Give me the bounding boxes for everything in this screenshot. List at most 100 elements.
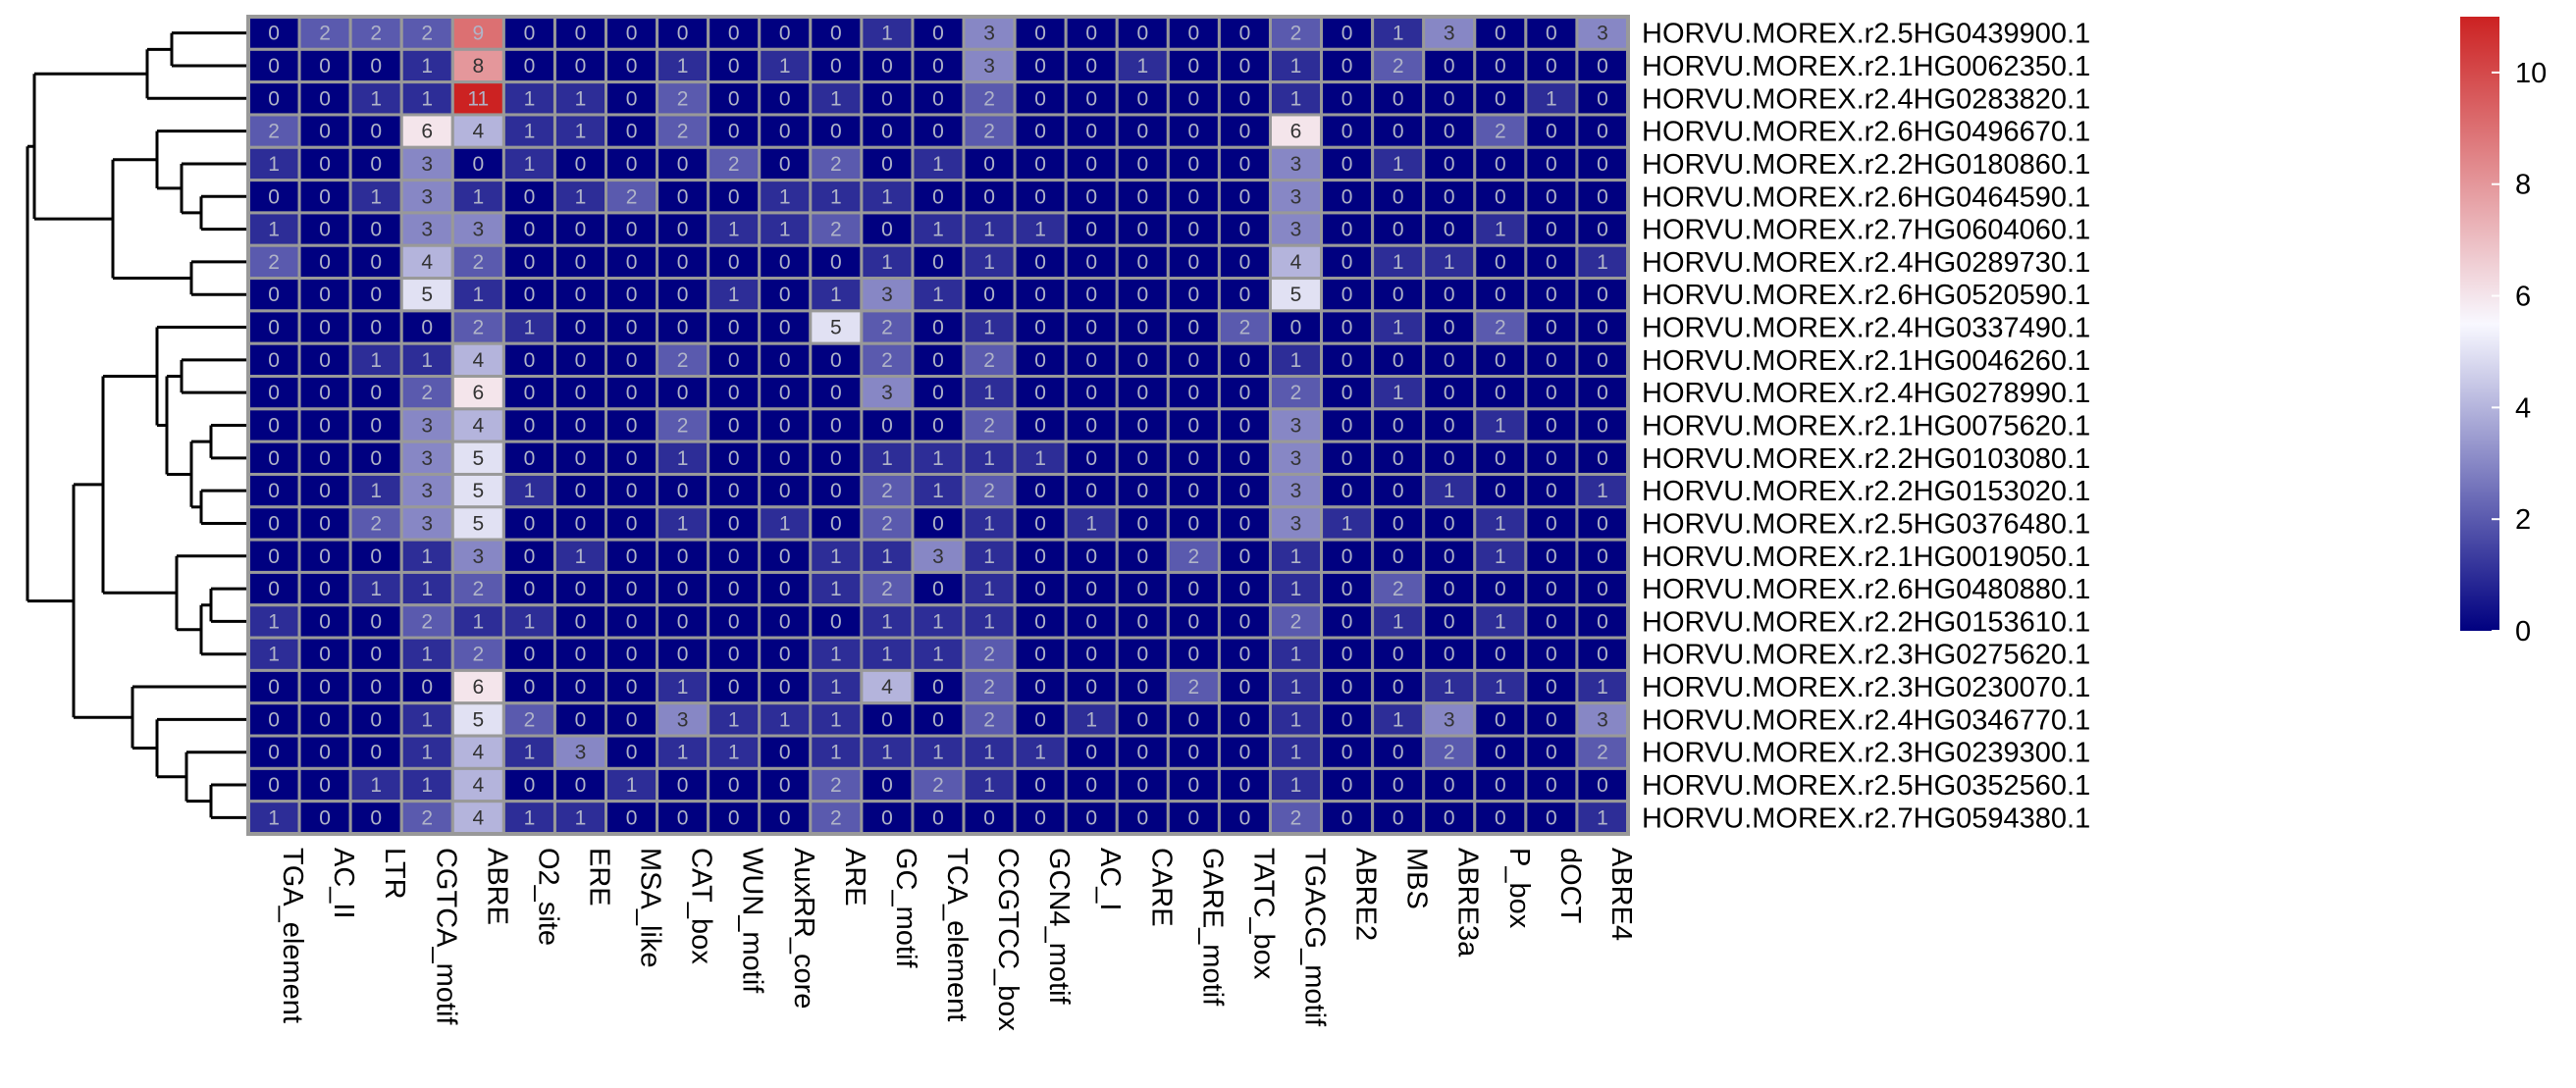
cell-value-label: 0 (1546, 349, 1557, 372)
column-label: ABRE (481, 848, 512, 925)
cell-value-label: 0 (626, 251, 638, 274)
cell-value-label: 2 (881, 480, 893, 502)
cell-value-label: 1 (932, 742, 944, 764)
cell-value-label: 1 (1393, 382, 1404, 404)
cell-value-label: 1 (1495, 219, 1506, 241)
column-label: P_box (1503, 848, 1535, 929)
cell-value-label: 0 (1136, 447, 1148, 470)
column-label: GCN4_motif (1043, 848, 1075, 1005)
cell-value-label: 0 (524, 382, 536, 404)
column-label: AuxRR_core (788, 848, 819, 1009)
column-label: TATC_box (1247, 848, 1279, 980)
cell-value-label: 0 (1136, 644, 1148, 666)
cell-value-label: 1 (932, 610, 944, 633)
cell-value-label: 0 (524, 251, 536, 274)
heatmap-cell (297, 570, 352, 607)
cell-value-label: 1 (1034, 219, 1046, 241)
cell-value-label: 2 (881, 317, 893, 339)
cell-value-label: 1 (472, 284, 484, 306)
cell-value-label: 0 (1495, 644, 1506, 666)
cell-value-label: 2 (983, 87, 995, 110)
row-label: HORVU.MOREX.r2.4HG0283820.1 (1642, 83, 2090, 115)
heatmap-cell (1166, 538, 1221, 574)
cell-value-label: 0 (268, 284, 280, 306)
cell-value-label: 0 (1393, 545, 1404, 568)
heatmap-cell (911, 179, 966, 215)
cell-value-label: 0 (728, 806, 740, 829)
cell-value-label: 0 (319, 121, 331, 143)
cell-value-label: 0 (1136, 219, 1148, 241)
heatmap-cell (1371, 505, 1426, 542)
cell-value-label: 0 (1136, 512, 1148, 535)
cell-value-label: 2 (472, 317, 484, 339)
cell-value-label: 2 (421, 382, 433, 404)
cell-value-label: 0 (1597, 185, 1608, 208)
cell-value-label: 0 (677, 610, 689, 633)
cell-value-label: 0 (1546, 644, 1557, 666)
heatmap-cell (450, 145, 505, 182)
row-label: HORVU.MOREX.r2.4HG0337490.1 (1642, 313, 2090, 344)
cell-value-label: 1 (881, 545, 893, 568)
cell-value-label: 0 (1444, 87, 1455, 110)
heatmap-cell (297, 668, 352, 705)
cell-value-label: 1 (932, 447, 944, 470)
heatmap-cell (1268, 603, 1324, 640)
cell-value-label: 9 (472, 23, 484, 45)
heatmap-cell (1268, 179, 1324, 215)
cell-value-label: 1 (472, 185, 484, 208)
cell-value-label: 1 (268, 153, 280, 176)
cell-value-label: 3 (1290, 219, 1302, 241)
cell-value-label: 0 (1393, 644, 1404, 666)
cell-value-label: 0 (626, 349, 638, 372)
cell-value-label: 0 (1085, 415, 1097, 438)
cell-value-label: 0 (319, 317, 331, 339)
cell-value-label: 0 (1136, 806, 1148, 829)
heatmap-cell (1524, 341, 1579, 379)
cell-value-label: 0 (626, 447, 638, 470)
cell-value-label: 0 (1188, 806, 1200, 829)
cell-value-label: 0 (626, 512, 638, 535)
heatmap-cell (911, 80, 966, 117)
cell-value-label: 0 (1239, 806, 1251, 829)
cell-value-label: 0 (1341, 480, 1353, 502)
heatmap-cell (501, 800, 556, 836)
heatmap-cell (348, 636, 403, 672)
cell-value-label: 0 (1188, 382, 1200, 404)
cell-value-label: 1 (983, 610, 995, 633)
cell-value-label: 0 (524, 578, 536, 600)
cell-value-label: 0 (1034, 774, 1046, 797)
cell-value-label: 0 (1136, 708, 1148, 731)
cell-value-label: 0 (1085, 55, 1097, 78)
cell-value-label: 0 (1188, 415, 1200, 438)
cell-value-label: 0 (1188, 251, 1200, 274)
cell-value-label: 1 (830, 644, 842, 666)
cell-value-label: 0 (1546, 806, 1557, 829)
cell-value-label: 1 (983, 447, 995, 470)
cell-value-label: 4 (472, 121, 484, 143)
cell-value-label: 0 (1444, 317, 1455, 339)
cell-value-label: 0 (1239, 774, 1251, 797)
cell-value-label: 1 (370, 185, 382, 208)
heatmap-cell (707, 47, 762, 84)
heatmap-cell (348, 179, 403, 215)
cell-value-label: 1 (524, 742, 536, 764)
cell-value-label: 1 (728, 742, 740, 764)
heatmap-cell (1575, 570, 1630, 607)
cell-value-label: 1 (983, 774, 995, 797)
cell-value-label: 0 (1393, 87, 1404, 110)
cell-value-label: 1 (983, 251, 995, 274)
cell-value-label: 1 (1495, 676, 1506, 699)
cell-value-label: 0 (1597, 349, 1608, 372)
heatmap-cell (297, 505, 352, 542)
cell-value-label: 0 (1495, 578, 1506, 600)
cell-value-label: 0 (1393, 415, 1404, 438)
column-label: ARE (839, 848, 870, 907)
cell-value-label: 2 (830, 774, 842, 797)
cell-value-label: 4 (472, 349, 484, 372)
cell-value-label: 0 (319, 219, 331, 241)
cell-value-label: 0 (779, 87, 791, 110)
cell-value-label: 0 (1444, 284, 1455, 306)
cell-value-label: 0 (1136, 153, 1148, 176)
cell-value-label: 0 (319, 644, 331, 666)
cell-value-label: 0 (1136, 480, 1148, 502)
